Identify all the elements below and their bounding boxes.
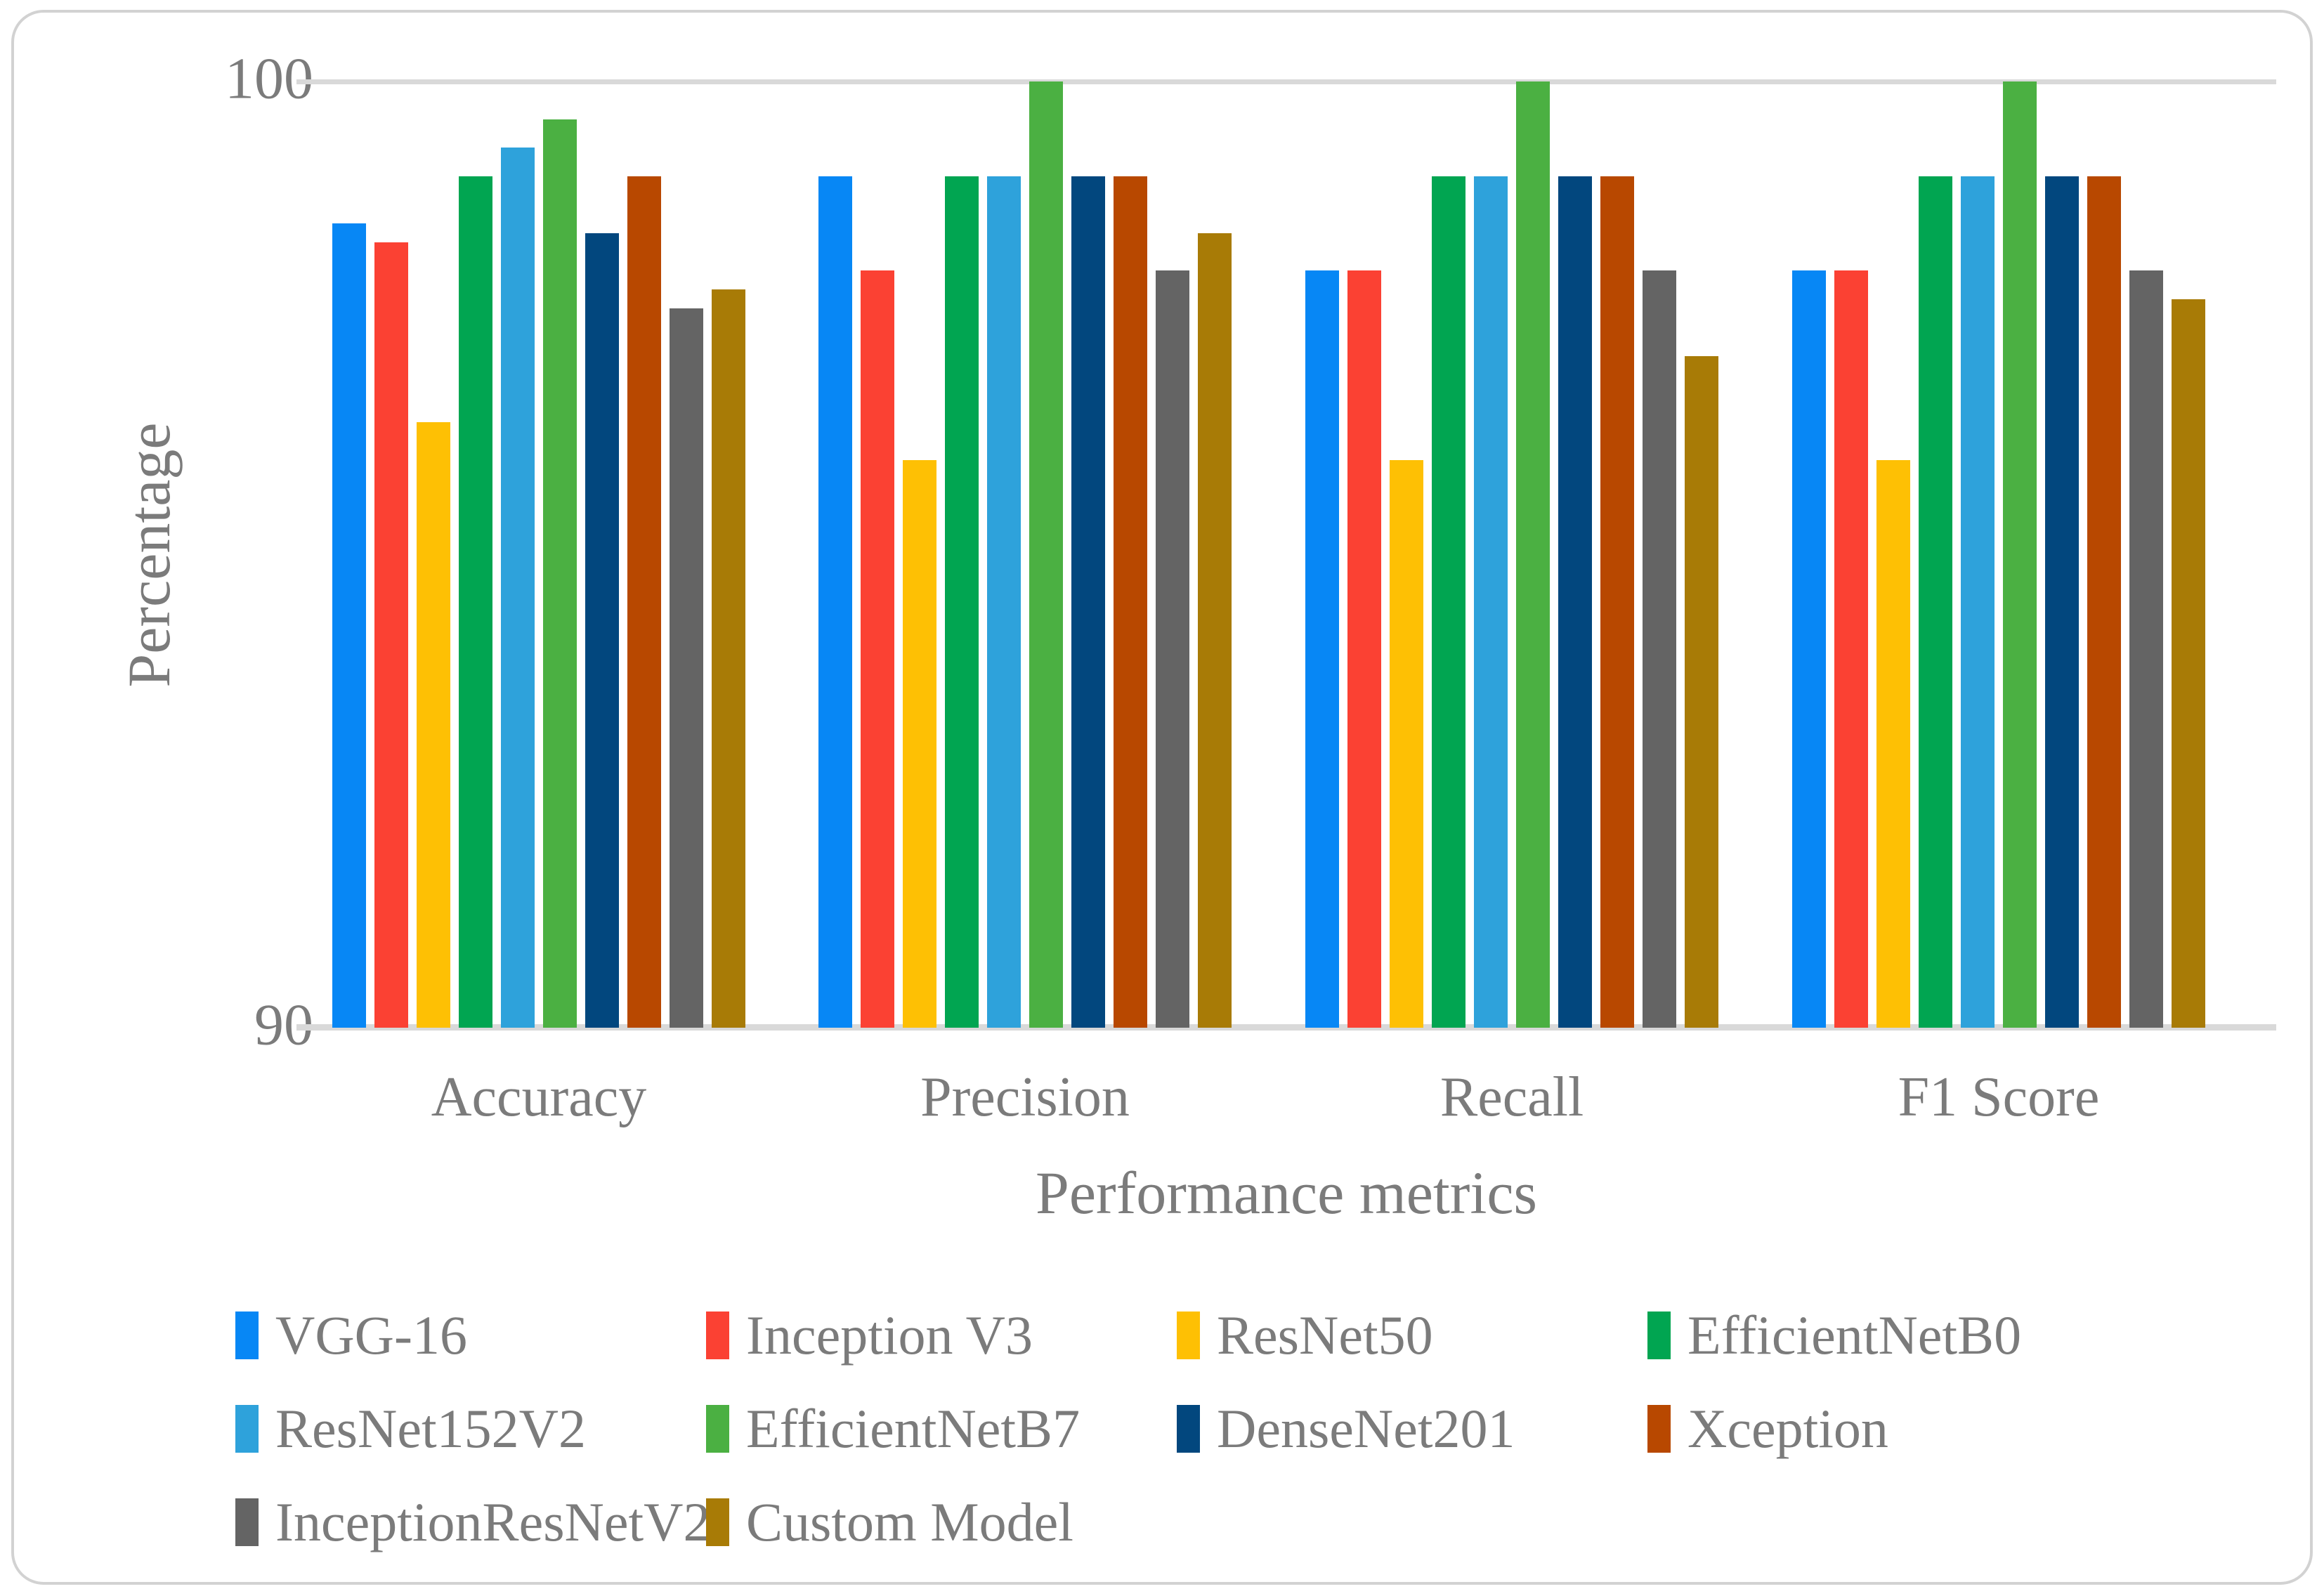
bar-xception [1600,176,1634,1028]
bar-resnet152v2 [501,148,535,1028]
bar-densenet201 [2045,176,2079,1028]
bar-inception-v3 [1347,270,1381,1028]
bar-inceptionresnetv2 [670,308,703,1028]
y-tick-100: 100 [225,46,313,112]
legend-item-xception: Xception [1647,1382,2118,1475]
bar-inceptionresnetv2 [1643,270,1676,1028]
bar-efficientnetb0 [1432,176,1465,1028]
legend-label: ResNet50 [1217,1304,1433,1366]
bar-group-precision [818,81,1232,1028]
bar-resnet152v2 [987,176,1021,1028]
legend-label: EfficientNetB0 [1687,1304,2022,1366]
legend-label: Xception [1687,1397,1888,1459]
legend-swatch-icon [706,1404,729,1453]
bar-vgg-16 [1792,270,1826,1028]
bar-inceptionresnetv2 [1156,270,1189,1028]
legend-swatch-icon [1177,1404,1200,1453]
bar-efficientnetb7 [543,119,577,1028]
x-axis-baseline [296,1024,2276,1031]
bar-inception-v3 [861,270,894,1028]
bar-inception-v3 [374,242,408,1028]
bar-xception [1114,176,1147,1028]
bar-vgg-16 [818,176,852,1028]
bar-group-f1-score [1792,81,2205,1028]
bar-efficientnetb0 [945,176,979,1028]
legend-item-efficientnetb0: EfficientNetB0 [1647,1288,2118,1382]
legend-swatch-icon [235,1311,259,1359]
legend-item-resnet152v2: ResNet152V2 [235,1382,706,1475]
legend-item-custom-model: Custom Model [706,1475,1177,1569]
bar-resnet152v2 [1474,176,1508,1028]
bar-vgg-16 [1305,270,1339,1028]
legend-item-inceptionresnetv2: InceptionResNetV2 [235,1475,711,1569]
legend-swatch-icon [1647,1404,1671,1453]
bar-custom-model [1685,355,1718,1028]
legend-swatch-icon [235,1498,259,1546]
legend-item-inception-v3: Inception V3 [706,1288,1177,1382]
x-axis-title: Performance metrics [1036,1159,1537,1227]
legend-label: Custom Model [746,1491,1073,1552]
bar-resnet50 [1390,459,1423,1028]
bar-custom-model [712,289,745,1028]
legend-item-resnet50: ResNet50 [1177,1288,1647,1382]
legend-label: EfficientNetB7 [746,1397,1081,1459]
bar-densenet201 [1558,176,1592,1028]
category-label-precision: Precision [920,1066,1130,1128]
legend-label: ResNet152V2 [275,1397,586,1459]
legend-label: DenseNet201 [1217,1397,1515,1459]
bar-densenet201 [585,233,619,1028]
bar-resnet152v2 [1961,176,1995,1028]
legend-swatch-icon [235,1404,259,1453]
category-label-recall: Recall [1440,1066,1584,1128]
bar-custom-model [1198,233,1232,1028]
bar-xception [627,176,661,1028]
legend-swatch-icon [706,1498,729,1546]
bar-custom-model [2172,299,2205,1028]
bar-efficientnetb7 [1516,81,1550,1028]
bar-densenet201 [1071,176,1105,1028]
category-label-accuracy: Accuracy [431,1066,647,1128]
bar-resnet50 [903,459,936,1028]
legend-swatch-icon [706,1311,729,1359]
bar-efficientnetb0 [459,176,492,1028]
legend-item-densenet201: DenseNet201 [1177,1382,1647,1475]
bar-efficientnetb7 [1029,81,1063,1028]
bar-group-accuracy [332,81,745,1028]
bar-xception [2087,176,2121,1028]
legend-swatch-icon [1647,1311,1671,1359]
legend-item-vgg-16: VGG-16 [235,1288,706,1382]
y-tick-90: 90 [254,992,313,1058]
bar-efficientnetb0 [1919,176,1952,1028]
legend-label: InceptionResNetV2 [275,1491,711,1552]
legend-swatch-icon [1177,1311,1200,1359]
gridline-100 [296,79,2276,84]
bar-resnet50 [1876,459,1910,1028]
legend-label: VGG-16 [275,1304,467,1366]
bar-inceptionresnetv2 [2129,270,2163,1028]
legend-item-efficientnetb7: EfficientNetB7 [706,1382,1177,1475]
bar-efficientnetb7 [2003,81,2037,1028]
category-label-f1-score: F1 Score [1898,1066,2100,1128]
legend: VGG-16 Inception V3 ResNet50 EfficientNetB0… [235,1288,2118,1569]
bar-group-recall [1305,81,1718,1028]
y-axis-title: Percentage [115,422,183,688]
bar-inception-v3 [1834,270,1868,1028]
plot-area [296,79,2276,1031]
bar-resnet50 [417,421,450,1028]
legend-label: Inception V3 [746,1304,1033,1366]
bar-vgg-16 [332,223,366,1028]
